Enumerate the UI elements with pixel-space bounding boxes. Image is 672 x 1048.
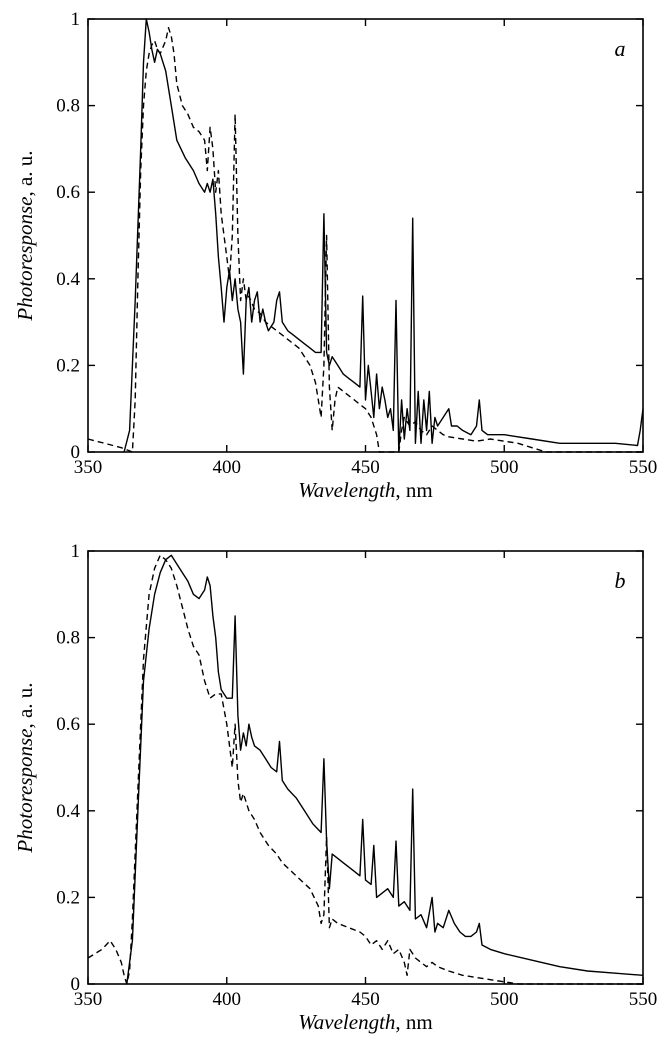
x-axis-title-unit: , nm (395, 478, 432, 502)
x-tick-label: 400 (213, 989, 242, 1010)
x-axis-title-italic: Wavelength (298, 1010, 395, 1034)
x-tick-label: 450 (351, 989, 380, 1010)
y-axis-title: Photoresponse, a. u. (13, 150, 37, 321)
panel-label: b (615, 568, 626, 593)
x-tick-label: 550 (629, 989, 658, 1010)
series-line-dashed (87, 554, 643, 985)
y-tick-label: 0.6 (56, 182, 80, 203)
y-tick-label: 0 (71, 442, 81, 463)
x-tick-label: 350 (74, 457, 103, 478)
y-tick-label: 1 (71, 541, 81, 562)
x-axis-title-unit: , nm (395, 1010, 432, 1034)
series-line-solid (126, 554, 644, 985)
y-tick-label: 1 (71, 9, 81, 30)
y-tick-label: 0.6 (56, 714, 80, 735)
x-tick-label: 500 (490, 989, 519, 1010)
y-tick-label: 0.8 (56, 628, 80, 649)
y-axis-title-italic: Photoresponse (13, 197, 37, 322)
x-axis-title: Wavelength, nm (298, 478, 433, 502)
y-axis-title-unit: , a. u. (13, 682, 37, 728)
x-tick-label: 450 (351, 457, 380, 478)
y-axis-title-unit: , a. u. (13, 150, 37, 196)
y-axis-title: Photoresponse, a. u. (13, 682, 37, 853)
y-tick-label: 0.4 (56, 269, 80, 290)
x-tick-label: 350 (74, 989, 103, 1010)
panel-b: 350 400 450 500 550 0 0.2 0.4 0.6 0.8 1 Wavelength,… (13, 541, 657, 1034)
x-axis-title-italic: Wavelength (298, 478, 395, 502)
series-line-solid (123, 18, 644, 453)
y-tick-label: 0 (71, 974, 81, 995)
x-tick-label: 550 (629, 457, 658, 478)
panel-label: a (615, 36, 626, 61)
panel-a: 350 400 450 500 550 0 0.2 0.4 0.6 0.8 1 Wavelength,… (13, 9, 657, 502)
series-line-dashed (87, 27, 643, 453)
y-tick-label: 0.2 (56, 887, 80, 908)
x-axis-title: Wavelength, nm (298, 1010, 433, 1034)
y-tick-label: 0.2 (56, 355, 80, 376)
y-tick-label: 0.4 (56, 801, 80, 822)
y-tick-label: 0.8 (56, 96, 80, 117)
x-tick-label: 500 (490, 457, 519, 478)
plot-frame (87, 550, 644, 985)
x-tick-label: 400 (213, 457, 242, 478)
y-axis-title-italic: Photoresponse (13, 729, 37, 854)
